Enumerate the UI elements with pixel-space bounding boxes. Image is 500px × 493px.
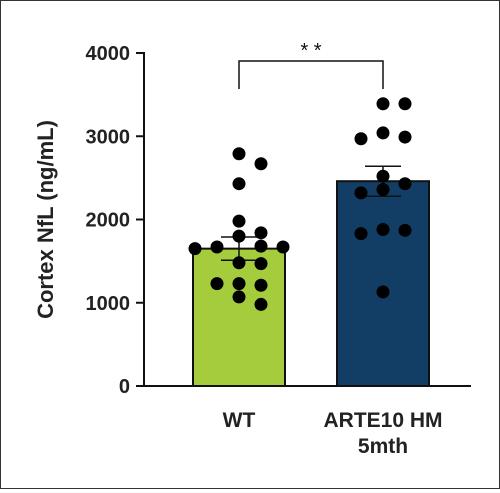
data-point: [232, 290, 246, 304]
data-point: [398, 223, 412, 237]
bar-1: [336, 180, 430, 387]
data-point: [188, 242, 202, 256]
data-point: [376, 285, 390, 299]
data-point: [232, 229, 246, 243]
data-point: [210, 277, 224, 291]
data-point: [376, 97, 390, 111]
data-point: [232, 214, 246, 228]
data-point: [376, 222, 390, 236]
data-point: [376, 169, 390, 183]
data-point: [354, 132, 368, 146]
data-point: [354, 186, 368, 200]
x-tick-label: WT: [223, 409, 256, 432]
y-tick-label: 0: [119, 376, 130, 398]
data-point: [376, 183, 390, 197]
data-point: [254, 257, 268, 271]
data-point: [398, 130, 412, 144]
axes: 0 1000 2000 3000 4000: [86, 43, 471, 398]
significance-line: [238, 60, 384, 89]
data-point: [254, 226, 268, 240]
data-point: [354, 227, 368, 241]
significance-bracket: * *: [238, 40, 384, 89]
y-tick-label: 1000: [86, 293, 131, 315]
data-point: [210, 240, 224, 254]
bars: [192, 180, 430, 387]
data-point: [254, 239, 268, 253]
y-axis-title: Cortex NfL (ng/mL): [33, 120, 58, 319]
bar-0: [192, 247, 286, 387]
data-point: [276, 240, 290, 254]
significance-label: * *: [300, 40, 321, 62]
labels: Cortex NfL (ng/mL) WT ARTE10 HM 5mth: [33, 120, 443, 458]
y-tick-label: 3000: [86, 126, 131, 148]
data-point: [398, 177, 412, 191]
data-point: [254, 157, 268, 171]
data-point: [398, 97, 412, 111]
data-point: [376, 126, 390, 140]
x-tick-label: 5mth: [358, 435, 408, 458]
data-points: [188, 97, 412, 311]
x-tick-label: ARTE10 HM: [323, 409, 442, 432]
data-point: [232, 177, 246, 191]
data-point: [232, 277, 246, 291]
data-point: [232, 147, 246, 161]
y-tick-label: 2000: [86, 210, 131, 232]
data-point: [254, 297, 268, 311]
data-point: [254, 278, 268, 292]
y-tick-label: 4000: [86, 43, 131, 65]
data-point: [232, 256, 246, 270]
